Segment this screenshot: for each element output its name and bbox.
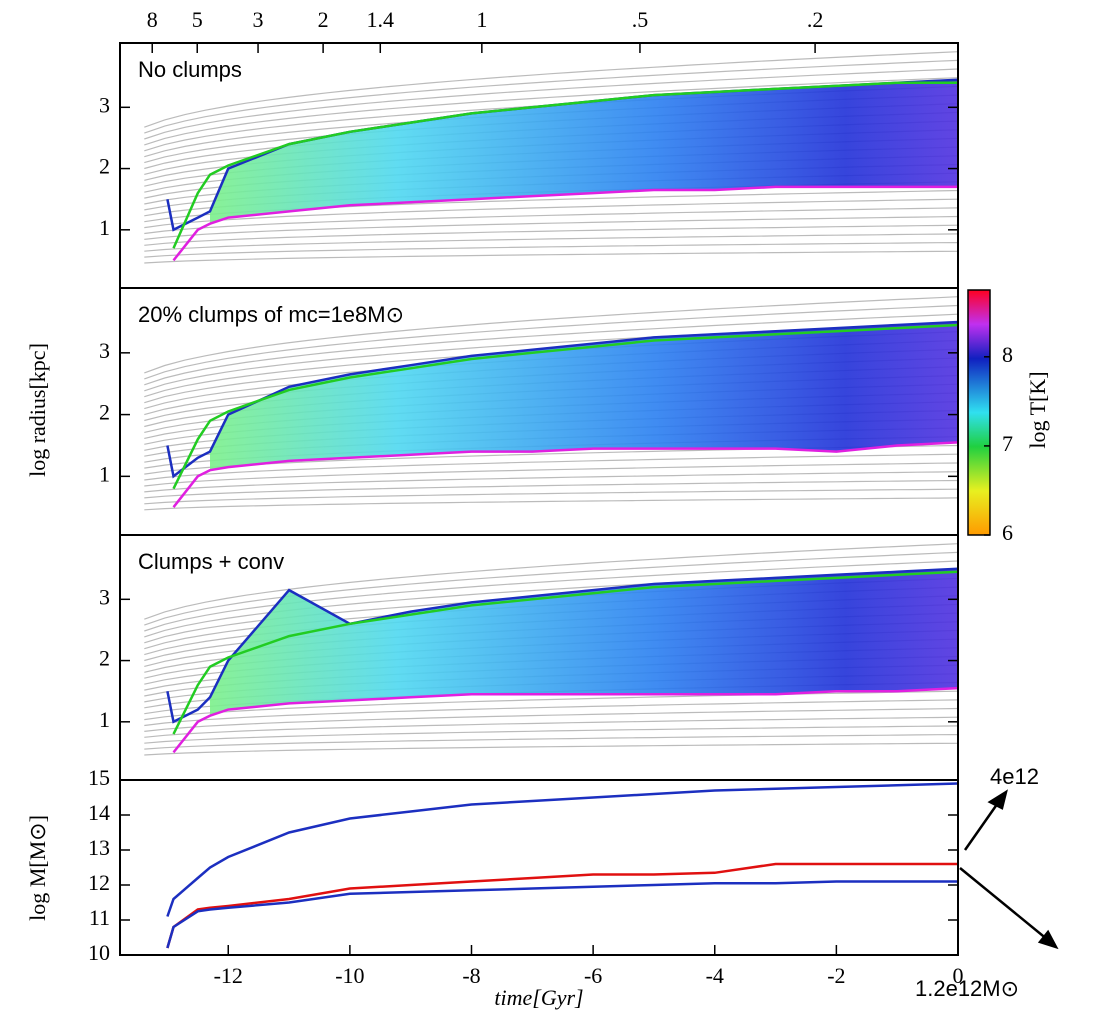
x2-tick-label: .2 bbox=[807, 7, 824, 32]
y-tick-label: 3 bbox=[99, 338, 110, 363]
series-line bbox=[172, 441, 959, 508]
x2-tick-label: 8 bbox=[147, 7, 158, 32]
shell-line bbox=[144, 725, 959, 744]
y-tick-label: 10 bbox=[88, 940, 110, 965]
y-axis-label: log M[M⊙] bbox=[25, 815, 50, 921]
x2-tick-label: 2 bbox=[318, 7, 329, 32]
shell-line bbox=[144, 250, 959, 264]
shell-line bbox=[144, 471, 959, 493]
shell-line bbox=[144, 742, 959, 756]
shell-line bbox=[144, 51, 959, 128]
y-tick-label: 3 bbox=[99, 584, 110, 609]
y-axis-label: log radius[kpc] bbox=[25, 343, 50, 477]
y-tick-label: 3 bbox=[99, 92, 110, 117]
shell-line bbox=[144, 68, 959, 140]
shell-line bbox=[144, 304, 959, 380]
x2-tick-label: 1 bbox=[476, 7, 487, 32]
series-line bbox=[172, 570, 959, 735]
shell-line bbox=[144, 479, 959, 499]
y-tick-label: 2 bbox=[99, 646, 110, 671]
y-tick-label: 1 bbox=[99, 215, 110, 240]
x2-tick-label: 3 bbox=[253, 7, 264, 32]
series-line bbox=[172, 185, 958, 262]
panel-title: 20% clumps of mc=1e8M⊙ bbox=[138, 302, 404, 327]
shell-line bbox=[144, 224, 959, 246]
shell-line bbox=[144, 77, 959, 146]
x-tick-label: -10 bbox=[335, 963, 364, 988]
shell-line bbox=[144, 313, 959, 386]
x2-tick-label: .5 bbox=[632, 7, 649, 32]
series-line bbox=[166, 782, 959, 917]
temperature-map bbox=[210, 321, 958, 471]
shell-line bbox=[144, 233, 959, 252]
shell-line bbox=[144, 242, 959, 258]
shell-line bbox=[144, 453, 959, 481]
y-tick-label: 14 bbox=[88, 800, 110, 825]
annotation: 1.2e12M⊙ bbox=[915, 976, 1019, 1001]
shell-line bbox=[144, 543, 959, 620]
x-tick-label: -6 bbox=[584, 963, 602, 988]
shell-line bbox=[144, 716, 959, 738]
y-tick-label: 1 bbox=[99, 707, 110, 732]
shell-line bbox=[144, 497, 959, 511]
y-tick-label: 1 bbox=[99, 461, 110, 486]
series-line bbox=[166, 862, 958, 949]
x-axis-label: time[Gyr] bbox=[494, 985, 583, 1010]
series-line bbox=[172, 81, 958, 249]
arrows bbox=[959, 789, 1059, 950]
shell-line bbox=[144, 198, 959, 229]
shell-line bbox=[144, 551, 959, 626]
shell-line bbox=[144, 207, 959, 235]
temperature-map bbox=[210, 79, 958, 224]
series-line bbox=[172, 686, 959, 754]
panel-title: No clumps bbox=[138, 57, 242, 82]
shell-line bbox=[144, 734, 959, 750]
colorbar-tick-label: 6 bbox=[1002, 520, 1013, 545]
y-tick-label: 15 bbox=[88, 765, 110, 790]
shell-line bbox=[144, 462, 959, 487]
y-tick-label: 11 bbox=[89, 905, 110, 930]
x2-tick-label: 5 bbox=[192, 7, 203, 32]
annotation: 4e12 bbox=[990, 764, 1039, 789]
temperature-map bbox=[210, 568, 958, 716]
x-tick-label: 0 bbox=[953, 963, 964, 988]
colorbar-label: log T[K] bbox=[1025, 371, 1050, 448]
shell-line bbox=[144, 296, 959, 374]
series-line bbox=[166, 567, 959, 724]
colorbar bbox=[967, 289, 991, 536]
x-tick-label: -8 bbox=[462, 963, 480, 988]
y-tick-label: 13 bbox=[88, 835, 110, 860]
series-line bbox=[166, 880, 958, 949]
shell-line bbox=[144, 707, 959, 732]
colorbar-tick-label: 8 bbox=[1002, 342, 1013, 367]
y-tick-label: 12 bbox=[88, 870, 110, 895]
panel-title: Clumps + conv bbox=[138, 549, 284, 574]
plot-background bbox=[120, 780, 958, 955]
series-line bbox=[172, 323, 959, 490]
colorbar-tick-label: 7 bbox=[1002, 431, 1013, 456]
x-tick-label: -4 bbox=[706, 963, 724, 988]
x-tick-label: -2 bbox=[827, 963, 845, 988]
shell-line bbox=[144, 690, 959, 721]
x-tick-label: -12 bbox=[214, 963, 243, 988]
x2-tick-label: 1.4 bbox=[367, 7, 395, 32]
shell-line bbox=[144, 699, 959, 727]
shell-line bbox=[144, 488, 959, 505]
y-tick-label: 2 bbox=[99, 154, 110, 179]
y-tick-label: 2 bbox=[99, 400, 110, 425]
series-line bbox=[166, 320, 959, 479]
plot-frame bbox=[119, 779, 959, 956]
shell-line bbox=[144, 59, 959, 134]
shell-line bbox=[144, 215, 959, 240]
